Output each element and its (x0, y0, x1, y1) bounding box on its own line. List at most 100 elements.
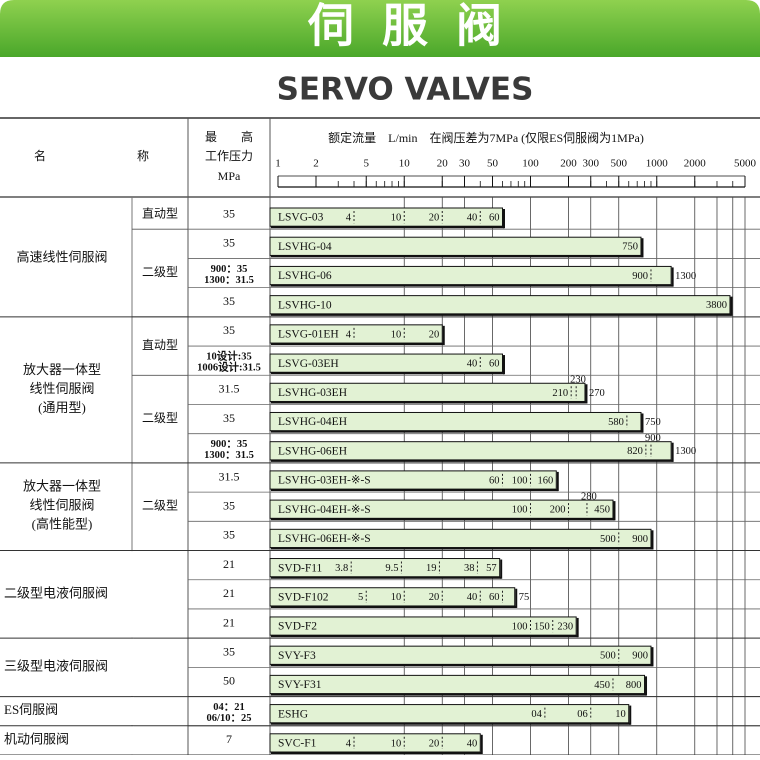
value-label: 40 (467, 213, 478, 224)
value-label: 230 (570, 375, 586, 386)
bar (269, 704, 630, 724)
pressure: 35 (223, 411, 235, 425)
value-label: 100 (512, 505, 528, 516)
x-tick-label: 5 (363, 158, 369, 170)
model: SVY-F3 (278, 650, 316, 662)
value-label: 450 (594, 505, 610, 516)
pressure: 10设计:35 (206, 350, 252, 363)
value-label: 19 (426, 563, 437, 574)
cell-mask (131, 697, 134, 726)
value-label: 10 (615, 709, 626, 720)
value-label: 40 (467, 359, 478, 370)
x-tick-label: 1 (275, 158, 281, 170)
bar (269, 441, 672, 461)
value-label: 210 (552, 388, 568, 399)
valve-type: 直动型 (142, 338, 178, 352)
pressure: 21 (223, 615, 235, 629)
pressure: 35 (223, 645, 235, 659)
value-label: 900 (632, 271, 648, 282)
model: LSVG-03 (278, 212, 324, 224)
pressure: 1006设计:31.5 (197, 361, 261, 374)
model: LSVHG-10 (278, 299, 332, 311)
col-pressure-head: 最 高 (205, 129, 253, 144)
value-label: 1300 (675, 271, 696, 282)
col-name-head: 称 (137, 149, 149, 163)
value-label: 450 (594, 680, 610, 691)
value-label: 750 (622, 242, 638, 253)
value-label: 500 (600, 534, 616, 545)
pressure: 04：21 (213, 702, 245, 713)
value-label: 3.8 (335, 563, 348, 574)
valve-type: 二级型 (142, 265, 178, 279)
col-pressure-head: 工作压力 (205, 149, 253, 163)
value-label: 1300 (675, 446, 696, 457)
x-tick-label: 30 (459, 158, 471, 170)
group-name: 线性伺服阀 (29, 498, 94, 513)
pressure: 35 (223, 498, 235, 512)
pressure: 900：35 (211, 264, 248, 275)
pressure: 900：35 (211, 439, 248, 450)
value-label: 10 (391, 592, 402, 603)
value-label: 820 (627, 446, 643, 457)
group-name: 放大器一体型 (23, 362, 101, 377)
value-label: 750 (645, 417, 661, 428)
chart-layer: 1 2 5 10 20 30 50 100 200 300 500 1000 2000 5000 35 LSV… (0, 158, 760, 756)
x-tick-label: 2000 (684, 158, 707, 170)
model: LSVHG-03EH-※-S (278, 475, 371, 487)
bar (269, 587, 516, 607)
value-label: 280 (581, 492, 597, 503)
value-label: 60 (489, 213, 500, 224)
x-tick-label: 10 (399, 158, 411, 170)
title: 伺 服 阀 (307, 0, 508, 53)
value-label: 20 (429, 592, 440, 603)
x-tick-label: 1000 (646, 158, 669, 170)
model: SVD-F2 (278, 621, 317, 633)
x-tick-label: 200 (560, 158, 577, 170)
x-tick-label: 100 (522, 158, 539, 170)
bar (269, 324, 443, 344)
value-label: 800 (626, 680, 642, 691)
pressure: 35 (223, 294, 235, 308)
col-pressure-head: MPa (218, 169, 241, 183)
value-label: 20 (429, 738, 440, 749)
model: SVD-F11 (278, 562, 323, 574)
value-label: 9.5 (385, 563, 398, 574)
x-tick-label: 50 (487, 158, 499, 170)
value-label: 20 (429, 329, 440, 340)
flow-title: 额定流量 L/min 在阀压差为7MPa (仅限ES伺服阀为1MPa) (328, 130, 644, 145)
value-label: 100 (512, 621, 528, 632)
value-label: 75 (519, 592, 530, 603)
model: LSVG-03EH (278, 358, 339, 370)
model: SVY-F31 (278, 679, 322, 691)
pressure: 35 (223, 206, 235, 220)
pressure: 35 (223, 323, 235, 337)
pressure: 35 (223, 236, 235, 250)
x-tick-label: 500 (610, 158, 627, 170)
group-name: (通用型) (38, 400, 86, 415)
value-label: 60 (489, 475, 500, 486)
pressure: 7 (226, 732, 232, 746)
value-label: 900 (632, 651, 648, 662)
pressure: 50 (223, 674, 235, 688)
pressure: 31.5 (219, 382, 240, 396)
model: LSVHG-06 (278, 270, 332, 282)
group-name: 二级型电液伺服阀 (4, 585, 108, 600)
value-label: 40 (467, 592, 478, 603)
value-label: 60 (489, 359, 500, 370)
group-name: 线性伺服阀 (29, 381, 94, 396)
cell-mask (131, 726, 134, 755)
value-label: 5 (358, 592, 363, 603)
header-band (0, 0, 760, 57)
value-label: 10 (391, 738, 402, 749)
value-label: 500 (600, 651, 616, 662)
model: SVC-F1 (278, 738, 317, 750)
group-name: 三级型电液伺服阀 (4, 658, 108, 673)
model: LSVHG-04EH (278, 416, 347, 428)
value-label: 20 (429, 213, 440, 224)
cell-mask (131, 551, 134, 638)
model: LSVHG-06EH (278, 445, 347, 457)
group-name: 机动伺服阀 (4, 731, 69, 746)
subtitle: SERVO VALVES (277, 72, 534, 108)
value-label: 57 (486, 563, 497, 574)
